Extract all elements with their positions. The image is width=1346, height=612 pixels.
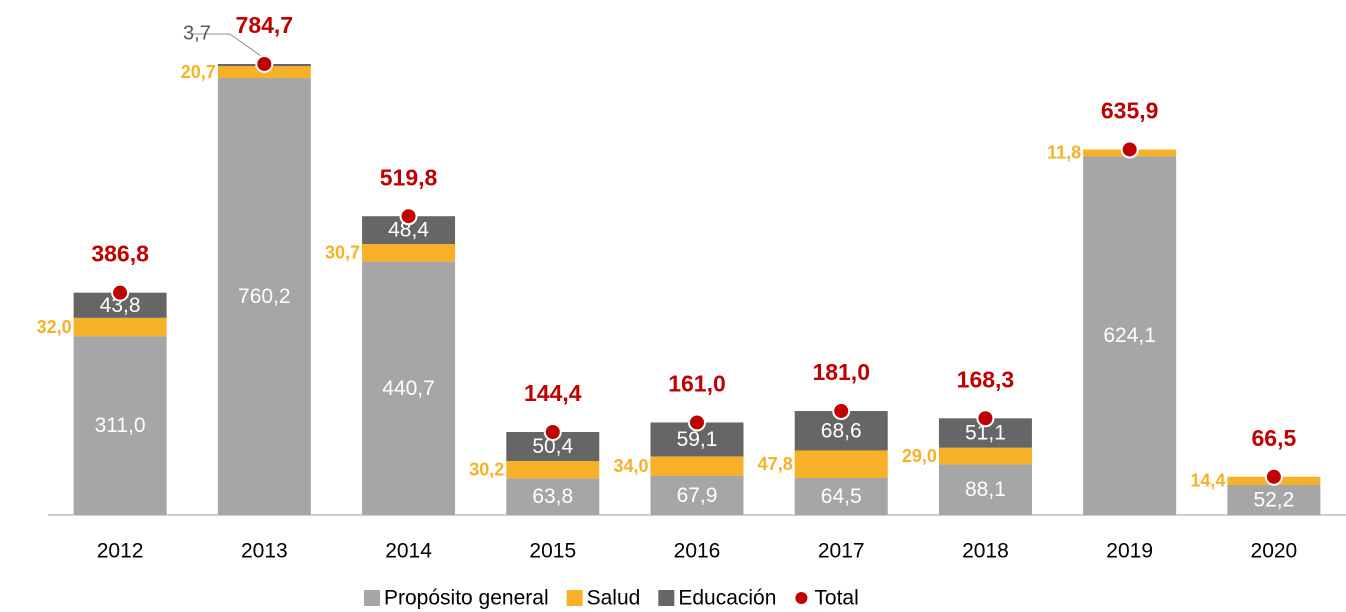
data-label: 52,2 xyxy=(1253,489,1294,512)
bar-segment xyxy=(362,244,456,262)
legend-marker xyxy=(566,590,583,606)
x-tick-label: 2019 xyxy=(1106,540,1153,563)
total-label: 161,0 xyxy=(668,371,726,397)
bar-segment xyxy=(938,464,1032,515)
data-label: 64,5 xyxy=(821,485,862,508)
data-label: 30,7 xyxy=(325,243,360,263)
data-label: 47,8 xyxy=(758,454,793,474)
legend-label: Total xyxy=(814,587,858,610)
total-label: 181,0 xyxy=(812,359,870,385)
bar-segment xyxy=(506,460,600,479)
x-tick-label: 2015 xyxy=(529,540,576,563)
total-marker xyxy=(1120,140,1139,159)
bar-segment xyxy=(650,475,744,515)
legend-label: Salud xyxy=(587,587,641,610)
legend-marker xyxy=(795,592,808,604)
data-label: 3,7 xyxy=(183,22,211,44)
x-tick-label: 2018 xyxy=(962,540,1009,563)
data-label: 68,6 xyxy=(821,419,862,442)
bar-segment xyxy=(938,447,1032,465)
bar-segment xyxy=(650,456,744,476)
total-marker xyxy=(111,283,130,302)
bar-segment xyxy=(217,78,311,516)
data-label: 11,8 xyxy=(1047,143,1081,163)
data-label: 34,0 xyxy=(613,456,648,476)
total-marker xyxy=(832,401,851,420)
total-label: 66,5 xyxy=(1252,425,1297,451)
total-marker xyxy=(688,413,706,432)
data-label: 51,1 xyxy=(965,422,1006,445)
data-label: 32,0 xyxy=(37,317,72,337)
total-marker xyxy=(543,422,562,441)
data-label: 63,8 xyxy=(532,485,573,508)
x-tick-label: 2012 xyxy=(97,540,144,563)
total-marker xyxy=(255,54,274,73)
bar-segment xyxy=(73,317,167,337)
total-label: 784,7 xyxy=(236,12,294,38)
x-tick-label: 2013 xyxy=(241,540,288,563)
data-label: 624,1 xyxy=(1103,324,1156,347)
data-label: 50,4 xyxy=(532,435,573,458)
data-label: 30,2 xyxy=(469,459,504,479)
total-marker xyxy=(1264,467,1283,486)
legend-marker xyxy=(658,590,675,606)
data-label: 440,7 xyxy=(382,377,435,400)
total-label: 144,4 xyxy=(524,380,582,406)
bar-segment xyxy=(794,477,888,515)
bar-segment xyxy=(1083,156,1177,515)
data-label: 48,4 xyxy=(388,219,429,242)
bar-segment xyxy=(794,450,888,478)
total-label: 519,8 xyxy=(380,164,438,190)
total-marker xyxy=(976,409,995,428)
data-label: 29,0 xyxy=(902,446,937,466)
x-tick-label: 2017 xyxy=(818,540,865,563)
legend-marker xyxy=(364,590,380,606)
total-label: 386,8 xyxy=(91,241,149,267)
legend-label: Propósito general xyxy=(384,587,549,610)
data-label: 311,0 xyxy=(95,414,146,437)
legend-label: Educación xyxy=(678,587,776,610)
bar-segment xyxy=(73,336,167,515)
bar-segment xyxy=(1227,484,1321,515)
bar-segment xyxy=(506,478,600,515)
total-label: 635,9 xyxy=(1101,98,1159,124)
data-label: 59,1 xyxy=(677,428,718,451)
total-marker xyxy=(399,207,418,226)
data-label: 20,7 xyxy=(181,62,216,82)
data-label: 67,9 xyxy=(677,484,718,507)
data-label: 88,1 xyxy=(965,478,1006,501)
x-tick-label: 2020 xyxy=(1251,540,1298,563)
total-label: 168,3 xyxy=(957,366,1015,392)
data-label: 43,8 xyxy=(100,294,141,317)
data-label: 760,2 xyxy=(238,285,291,308)
x-tick-label: 2016 xyxy=(674,540,721,563)
x-tick-label: 2014 xyxy=(385,540,432,563)
data-label: 14,4 xyxy=(1190,471,1225,491)
bar-segment xyxy=(362,261,456,515)
